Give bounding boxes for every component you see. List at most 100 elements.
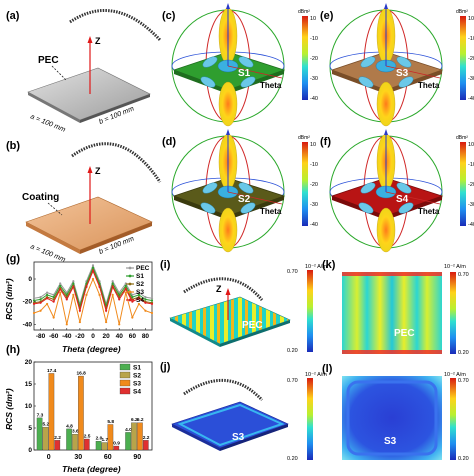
sample-label: PEC	[242, 320, 263, 331]
bar-data-label: 3.6	[72, 429, 79, 435]
back-lobe	[376, 207, 396, 253]
panel-l-label: (l)	[322, 363, 333, 375]
colorbar-max: 0.70	[287, 269, 298, 275]
data-point	[105, 320, 108, 324]
back-lobe	[218, 207, 238, 253]
theta-axis	[227, 65, 283, 79]
colorbar-min: 0.20	[287, 348, 298, 354]
y-axis-title: RCS (dm²)	[4, 278, 14, 320]
side-lobe	[398, 76, 414, 88]
data-point	[150, 299, 154, 302]
colorbar-tick: -40	[310, 96, 318, 102]
colorbar-unit: dBm²	[456, 135, 468, 141]
side-lobe	[240, 202, 256, 214]
panel-label: (f)	[320, 136, 331, 148]
data-point	[124, 284, 127, 287]
side-lobe	[238, 182, 254, 194]
panel-h: (h) 7.3 5.2 17.4 2.2 0 4.83.6 16.8 2.5 30 2.0 1.7 5…	[4, 344, 153, 474]
legend-label: S4	[133, 389, 141, 396]
bar-data-label: 7.3	[37, 412, 44, 418]
rcs-3d-panels: (c)ThetaS1dBm²10-10-20-30-40(e)ThetaS3dB…	[162, 3, 474, 253]
legend-marker	[128, 290, 132, 294]
colorbar-tick: -10	[468, 36, 474, 42]
data-point	[137, 297, 140, 300]
data-point	[78, 320, 81, 324]
data-point	[59, 291, 62, 294]
plate-edge	[174, 70, 228, 94]
panel-k-label: (k)	[322, 259, 336, 271]
z-axis-arrow	[384, 3, 388, 9]
colorbar	[302, 16, 308, 100]
legend-label: S1	[133, 365, 141, 372]
legend-swatch	[119, 371, 131, 379]
data-point	[72, 285, 75, 289]
data-point	[78, 309, 81, 312]
colorbar	[450, 378, 456, 460]
theta-axis	[385, 191, 441, 205]
bar-S4	[113, 445, 120, 451]
y-tick-label: -40	[23, 321, 33, 328]
panel-g: (g) -80 -60 -40 -20 0 20 40 60 800-20-40PECS1S2S…	[4, 253, 154, 354]
colorbar-tick: -20	[310, 182, 318, 188]
rcs-bar-chart: 7.3 5.2 17.4 2.2 0 4.83.6 16.8 2.5 30 2.0 1.7 5.8 0.…	[25, 359, 150, 461]
z-axis-arrow	[226, 129, 230, 135]
panel-label: (d)	[162, 136, 176, 148]
plate-edge	[386, 196, 442, 220]
bar-data-label: 17.4	[47, 368, 57, 374]
material-label: Coating	[22, 192, 59, 203]
plate-edge	[228, 196, 284, 220]
bar-data-label: 6.2	[131, 417, 138, 423]
colorbar-unit: 10⁻² A/m	[305, 372, 327, 378]
legend-marker	[128, 282, 132, 286]
colorbar	[450, 272, 456, 354]
colorbar-tick: -10	[310, 36, 318, 42]
data-point	[118, 298, 121, 301]
data-point	[131, 300, 134, 303]
colorbar-tick: -20	[468, 182, 474, 188]
sample-label: S3	[396, 68, 409, 79]
x-tick-label: 90	[133, 454, 141, 461]
data-point	[144, 309, 147, 312]
plate-edge	[386, 70, 442, 94]
sample-label: S4	[396, 194, 409, 205]
antenna-arc	[183, 277, 264, 301]
bar-S4	[54, 440, 61, 451]
colorbar-unit: 10⁻² A/m	[444, 372, 466, 378]
x-tick-label: -80	[36, 333, 46, 340]
colorbar-unit: dBm²	[456, 9, 468, 15]
side-lobe	[358, 76, 374, 88]
panel-a-label: (a)	[6, 10, 20, 22]
x-tick-label: 60	[104, 454, 112, 461]
data-point	[91, 266, 95, 269]
dim-a-label: a = 100 mm	[29, 113, 66, 133]
colorbar-tick: -30	[468, 76, 474, 82]
colorbar-max: 0.70	[458, 378, 469, 384]
legend-label: S3	[133, 381, 141, 388]
data-point	[72, 293, 75, 296]
pec-plate-edge	[28, 92, 80, 123]
colorbar-tick: -10	[310, 162, 318, 168]
data-point	[46, 291, 49, 294]
data-point	[98, 285, 101, 289]
theta-axis	[227, 191, 283, 205]
theta-label: Theta	[418, 81, 440, 90]
y-tick-label: 10	[25, 403, 33, 410]
colorbar-tick: -40	[310, 222, 318, 228]
panel-h-label: (h)	[6, 344, 20, 356]
x-tick-label: -40	[62, 333, 72, 340]
z-axis-arrow	[384, 129, 388, 135]
bar-S4	[84, 438, 90, 451]
side-lobe	[360, 182, 376, 194]
data-point	[39, 309, 42, 312]
z-label: Z	[95, 36, 101, 46]
bar-S1	[66, 428, 72, 451]
series-line-S3	[33, 277, 153, 325]
y-tick-label: 0	[28, 447, 32, 454]
plate-edge	[332, 196, 386, 220]
panel-b: (b) Z Coating a = 100 mm b = 100 mm	[6, 140, 162, 264]
data-point	[85, 285, 88, 289]
data-point	[137, 293, 140, 296]
